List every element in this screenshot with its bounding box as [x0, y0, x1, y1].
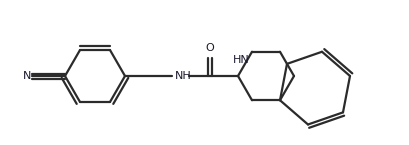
Text: N: N [22, 71, 31, 81]
Text: O: O [205, 43, 214, 53]
Text: NH: NH [175, 71, 191, 81]
Text: HN: HN [233, 55, 249, 65]
